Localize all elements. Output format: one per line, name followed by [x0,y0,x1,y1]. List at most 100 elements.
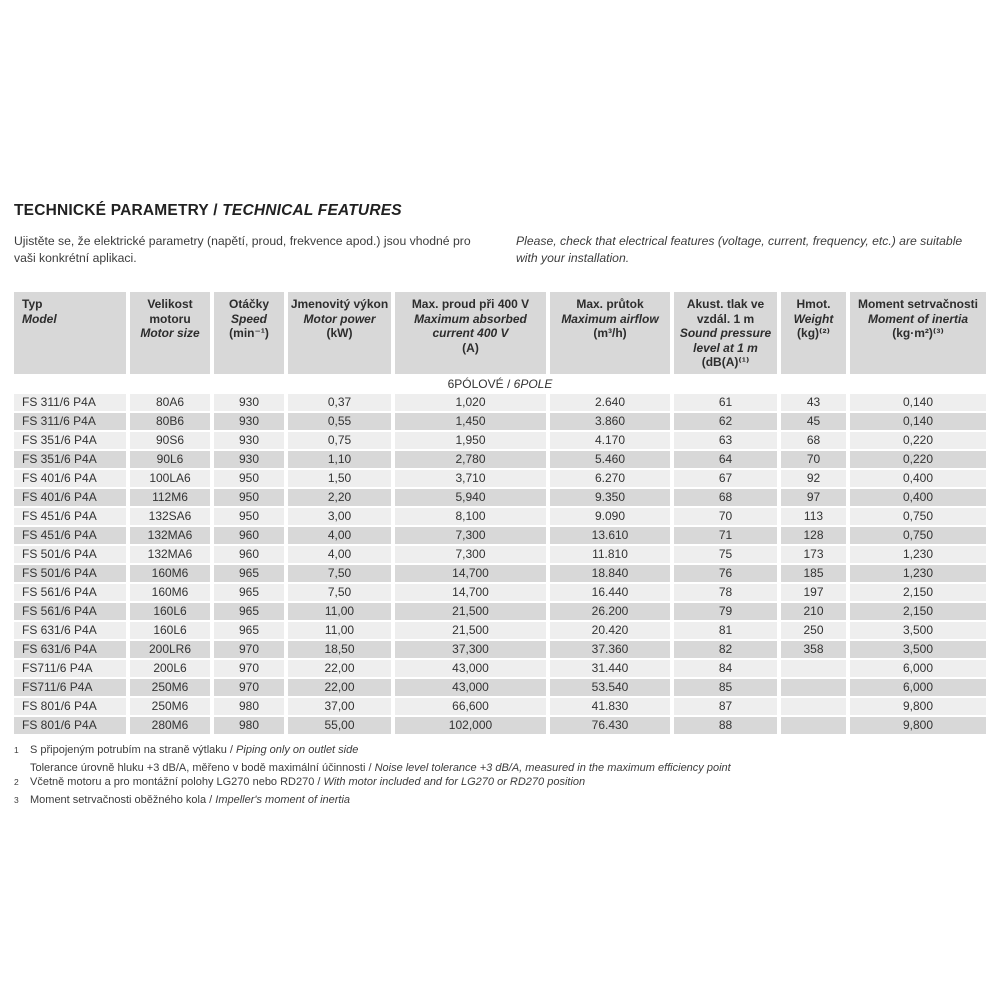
column-header-weight: Hmot. Weight (kg)⁽²⁾ [781,292,846,374]
cell-motor-size: 132MA6 [130,546,210,563]
cell-max-current: 14,700 [395,565,546,582]
cell-motor-power: 0,37 [288,394,391,411]
footnote-english: Noise level tolerance +3 dB/A, measured … [374,762,731,775]
cell-motor-power: 22,00 [288,679,391,696]
cell-max-current: 102,000 [395,717,546,734]
cell-motor-power: 4,00 [288,527,391,544]
technical-table: Typ Model Velikost motoru Motor size Otá… [14,292,986,734]
footnote-line: 2 Včetně motoru a pro montážní polohy LG2… [14,776,986,794]
cell-motor-power: 1,50 [288,470,391,487]
cell-max-airflow: 41.830 [550,698,670,715]
column-label-cs: Otáčky [228,297,270,311]
column-label-cs: Max. proud při 400 V [411,297,530,311]
cell-inertia: 2,150 [850,584,986,601]
cell-weight: 70 [781,451,846,468]
cell-inertia: 3,500 [850,622,986,639]
cell-motor-size: 160M6 [130,584,210,601]
column-unit: (kg)⁽²⁾ [797,326,830,340]
cell-inertia: 0,750 [850,508,986,525]
cell-model: FS 561/6 P4A [14,584,126,601]
cell-model: FS 501/6 P4A [14,565,126,582]
cell-model: FS711/6 P4A [14,660,126,677]
cell-motor-size: 160L6 [130,622,210,639]
cell-weight: 173 [781,546,846,563]
cell-model: FS 451/6 P4A [14,508,126,525]
cell-max-airflow: 9.090 [550,508,670,525]
cell-sound-pressure: 79 [674,603,777,620]
cell-motor-size: 200LR6 [130,641,210,658]
column-unit: (min⁻¹) [229,326,269,340]
cell-sound-pressure: 87 [674,698,777,715]
column-label-en: Weight [793,311,834,326]
cell-motor-power: 4,00 [288,546,391,563]
cell-motor-power: 0,75 [288,432,391,449]
cell-motor-power: 37,00 [288,698,391,715]
column-unit: (kg·m²)⁽³⁾ [892,326,944,340]
cell-weight: 45 [781,413,846,430]
cell-speed: 980 [214,717,284,734]
footnote-english: Piping only on outlet side [236,744,359,756]
cell-inertia: 2,150 [850,603,986,620]
footnote-czech: Včetně motoru a pro montážní polohy LG27… [30,775,315,788]
cell-speed: 970 [214,660,284,677]
cell-speed: 970 [214,679,284,696]
cell-inertia: 9,800 [850,698,986,715]
cell-inertia: 0,400 [850,489,986,506]
cell-sound-pressure: 68 [674,489,777,506]
cell-inertia: 0,140 [850,413,986,430]
cell-speed: 930 [214,394,284,411]
footnote-english: Impeller's moment of inertia [215,793,351,806]
column-header-max-airflow: Max. průtok Maximum airflow (m³/h) [550,292,670,374]
cell-model: FS 311/6 P4A [14,413,126,430]
cell-model: FS 801/6 P4A [14,717,126,734]
cell-sound-pressure: 63 [674,432,777,449]
cell-max-current: 66,600 [395,698,546,715]
cell-sound-pressure: 61 [674,394,777,411]
cell-speed: 960 [214,546,284,563]
column-unit: (dB(A)⁽¹⁾ [701,355,750,369]
cell-sound-pressure: 76 [674,565,777,582]
cell-motor-size: 80B6 [130,413,210,430]
footnote-marker [14,762,30,776]
cell-speed: 950 [214,470,284,487]
column-label-cs: Max. průtok [576,297,644,311]
cell-motor-size: 90S6 [130,432,210,449]
cell-motor-size: 250M6 [130,698,210,715]
cell-model: FS711/6 P4A [14,679,126,696]
cell-max-airflow: 53.540 [550,679,670,696]
footnote-czech: S připojeným potrubím na straně výtlaku [30,744,227,756]
cell-motor-power: 7,50 [288,565,391,582]
footnote-text: Tolerance úrovně hluku +3 dB/A, měřeno v… [30,762,731,776]
cell-max-current: 37,300 [395,641,546,658]
cell-speed: 965 [214,603,284,620]
footnotes: 1 S připojeným potrubím na straně výtlaku… [14,744,986,812]
footnote-marker: 2 [14,776,19,787]
cell-model: FS 451/6 P4A [14,527,126,544]
cell-motor-power: 11,00 [288,622,391,639]
cell-inertia: 0,220 [850,451,986,468]
footnote-english: With motor included and for LG270 or RD2… [323,775,586,788]
cell-max-airflow: 76.430 [550,717,670,734]
column-header-inertia: Moment setrvačnosti Moment of inertia (k… [850,292,986,374]
cell-sound-pressure: 84 [674,660,777,677]
cell-weight: 113 [781,508,846,525]
cell-motor-size: 80A6 [130,394,210,411]
cell-max-current: 7,300 [395,527,546,544]
cell-sound-pressure: 67 [674,470,777,487]
cell-weight: 43 [781,394,846,411]
cell-max-airflow: 3.860 [550,413,670,430]
cell-weight: 197 [781,584,846,601]
footnote-separator: / [365,762,375,775]
column-label-cs: Hmot. [796,297,831,311]
cell-speed: 965 [214,565,284,582]
cell-inertia: 9,800 [850,717,986,734]
cell-motor-power: 2,20 [288,489,391,506]
footnote-separator: / [226,744,237,756]
cell-weight [781,660,846,677]
cell-max-current: 43,000 [395,679,546,696]
cell-model: FS 351/6 P4A [14,451,126,468]
footnote-czech: Moment setrvačnosti oběžného kola [30,793,207,806]
cell-inertia: 0,400 [850,470,986,487]
column-label-en: Maximum absorbed current 400 V [414,311,527,341]
